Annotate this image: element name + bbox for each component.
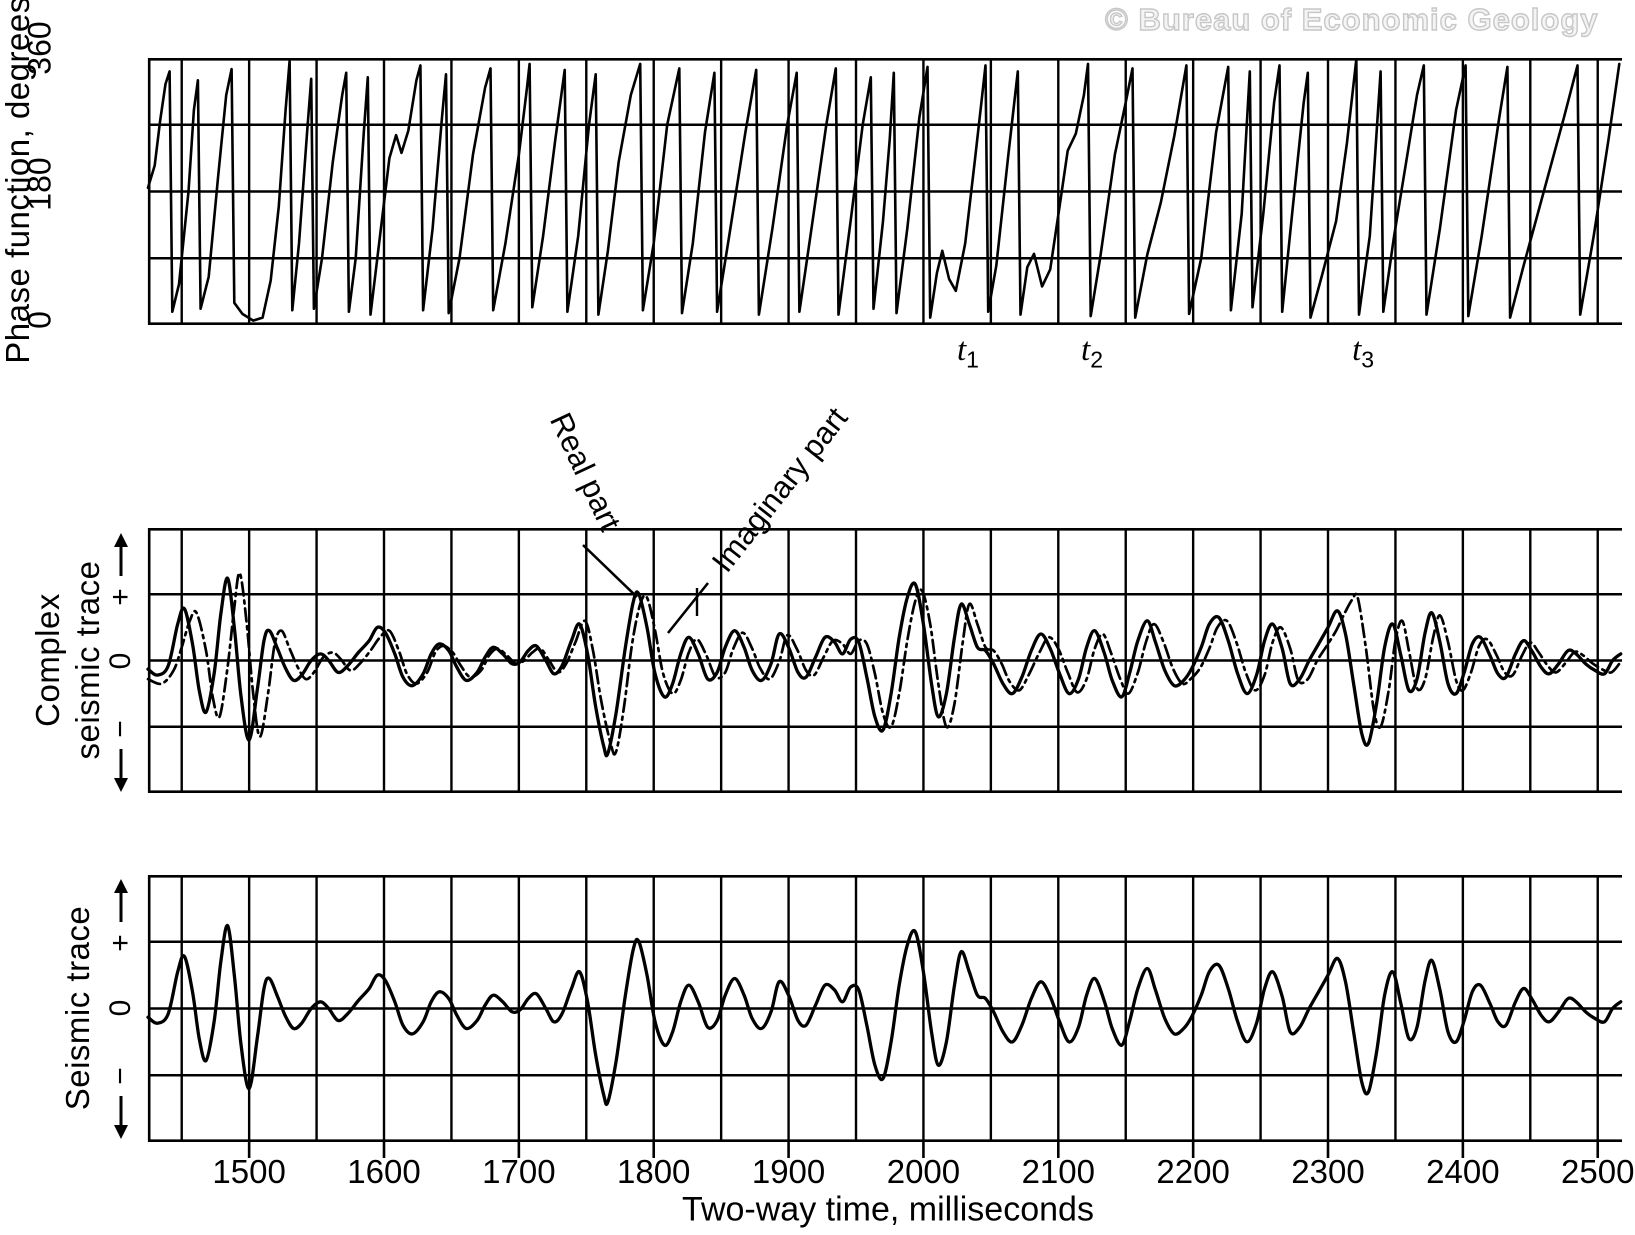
x-tick-label-2200: 2200 xyxy=(1156,1153,1230,1190)
complex-plus-label: + xyxy=(104,588,137,606)
up-arrow-icon xyxy=(114,533,128,576)
x-tick-label-1900: 1900 xyxy=(751,1153,826,1190)
time-marker-t3: t3 xyxy=(1352,332,1375,373)
x-tick-label-2400: 2400 xyxy=(1426,1153,1500,1190)
down-arrow-icon xyxy=(114,1096,128,1139)
complex-plot xyxy=(146,527,1623,794)
imaginary-part-curve xyxy=(146,571,1621,756)
up-arrow-icon xyxy=(114,879,128,922)
complex-zero-label: 0 xyxy=(104,652,137,670)
seismic-plot xyxy=(146,874,1623,1158)
complex-y-axis-title-line1: Complex xyxy=(29,593,66,727)
phase-tick-0: 0 xyxy=(21,311,58,329)
time-marker-t2: t2 xyxy=(1081,332,1103,373)
x-tick-label-2100: 2100 xyxy=(1021,1153,1095,1190)
phase-tick-180: 180 xyxy=(21,157,58,211)
phase-deg-curve xyxy=(146,58,1621,322)
phase-plot xyxy=(146,57,1622,326)
seismic-zero-label: 0 xyxy=(104,999,137,1017)
x-tick-label-2000: 2000 xyxy=(886,1153,961,1190)
seismic-plus-label: + xyxy=(104,934,137,952)
x-tick-label-2300: 2300 xyxy=(1291,1153,1365,1190)
time-marker-t1: t1 xyxy=(956,332,979,373)
real-part-curve xyxy=(146,576,1623,758)
phase-tick-360: 360 xyxy=(21,21,58,75)
down-arrow-icon xyxy=(114,749,128,792)
x-tick-label-1700: 1700 xyxy=(482,1153,556,1190)
complex-minus-label: − xyxy=(104,720,137,738)
x-tick-label-1800: 1800 xyxy=(616,1153,691,1190)
seismic-minus-label: − xyxy=(104,1067,137,1085)
x-axis-title: Two-way time, milliseconds xyxy=(682,1190,1094,1229)
x-tick-label-1500: 1500 xyxy=(212,1153,286,1190)
seismic-trace-curve xyxy=(146,924,1623,1106)
real-part-annotation: Real part xyxy=(543,407,628,537)
x-tick-label-2500: 2500 xyxy=(1561,1153,1635,1190)
complex-y-axis-title-line2: seismic trace xyxy=(69,560,106,760)
real-part-leader-line xyxy=(582,544,638,598)
imaginary-part-leader-line xyxy=(666,582,710,634)
x-tick-label-1600: 1600 xyxy=(347,1153,421,1190)
seismic-y-axis-title: Seismic trace xyxy=(59,905,96,1111)
copyright-watermark: © Bureau of Economic Geology xyxy=(1104,1,1599,37)
